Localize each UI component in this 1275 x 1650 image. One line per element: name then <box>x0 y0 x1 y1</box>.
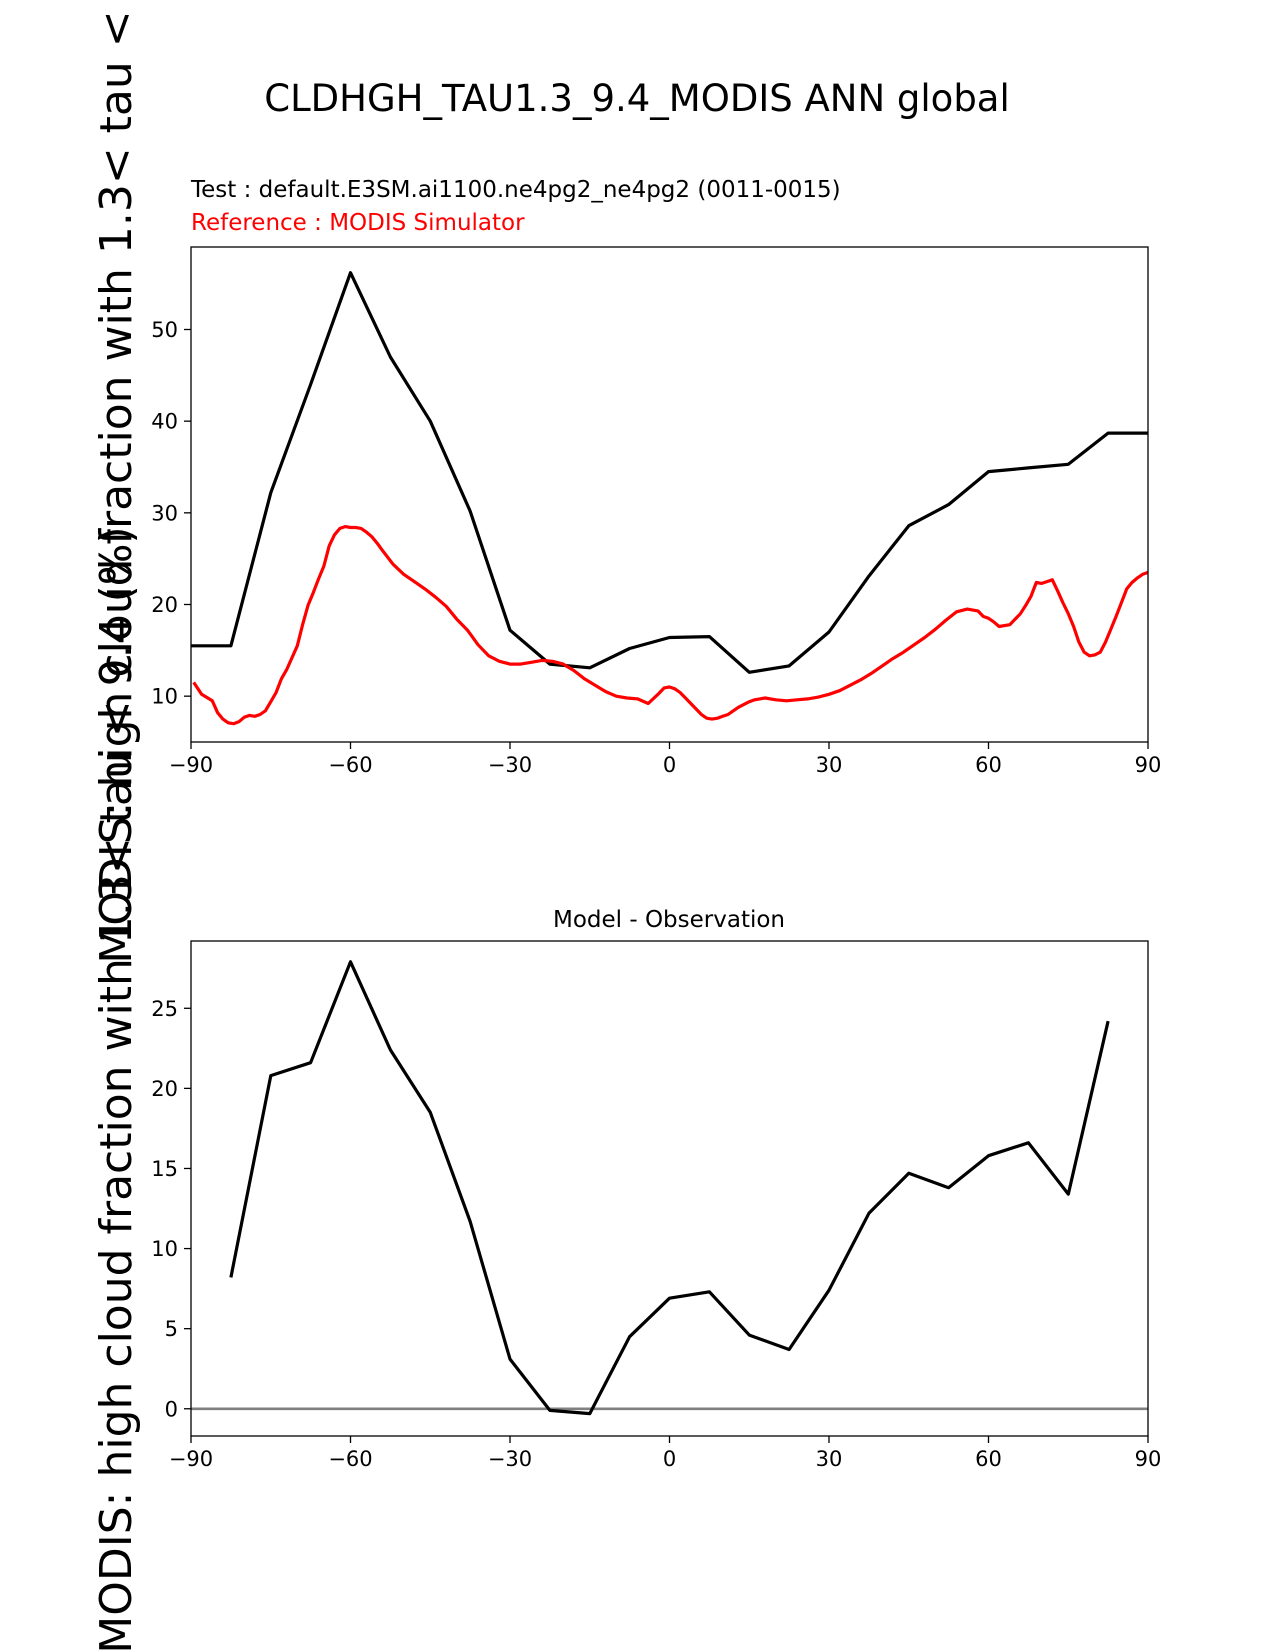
top-panel-xtick-label: 90 <box>1135 753 1162 777</box>
bottom-panel-xtick-label: −60 <box>328 1447 372 1471</box>
bottom-panel-ytick-label: 15 <box>151 1157 178 1181</box>
test-label: Test : default.E3SM.ai1100.ne4pg2_ne4pg2… <box>190 177 841 203</box>
top-panel-ytick-label: 20 <box>151 593 178 617</box>
top-panel-xtick-label: −90 <box>169 753 213 777</box>
top-panel-xtick-label: 30 <box>816 753 843 777</box>
bottom-panel: −90 −60 −30 0 30 60 90 0 5 10 15 20 25 <box>151 940 1161 1471</box>
bottom-panel-ytick-label: 5 <box>165 1317 178 1341</box>
top-panel-xtick-label: 60 <box>975 753 1002 777</box>
top-panel-ytick-label: 10 <box>151 685 178 709</box>
bottom-panel-xtick-label: −90 <box>169 1447 213 1471</box>
bottom-panel-xtick-label: 60 <box>975 1447 1002 1471</box>
top-panel-ytick-label: 40 <box>151 410 178 434</box>
top-panel-xtick-label: −30 <box>488 753 532 777</box>
bottom-panel-ytick-label: 0 <box>165 1397 178 1421</box>
bottom-panel-series-line-0 <box>229 960 1110 1416</box>
top-panel-xtick-label: −60 <box>328 753 372 777</box>
bottom-panel-ytick-label: 20 <box>151 1077 178 1101</box>
bottom-panel-ticks: −90 −60 −30 0 30 60 90 0 5 10 15 20 25 <box>151 997 1161 1471</box>
top-panel-series <box>191 271 1149 726</box>
bottom-panel-xtick-label: −30 <box>488 1447 532 1471</box>
top-panel-ylabel: MODIS: high cloud fraction with 1.3< tau… <box>91 0 142 964</box>
bottom-panel-xtick-label: 90 <box>1135 1447 1162 1471</box>
bottom-panel-xtick-label: 30 <box>816 1447 843 1471</box>
top-panel-series-line-1 <box>192 524 1149 726</box>
bottom-panel-series <box>191 960 1148 1416</box>
top-panel-series-line-0 <box>191 271 1148 674</box>
top-panel-ticks: −90 −60 −30 0 30 60 90 10 20 30 40 50 <box>151 318 1161 777</box>
bottom-panel-ytick-label: 25 <box>151 997 178 1021</box>
bottom-panel-ytick-label: 10 <box>151 1237 178 1261</box>
bottom-panel-frame <box>190 940 1149 1437</box>
top-panel: −90 −60 −30 0 30 60 90 10 20 30 40 50 <box>151 246 1161 777</box>
reference-label: Reference : MODIS Simulator <box>191 210 525 236</box>
top-panel-xtick-label: 0 <box>663 753 676 777</box>
top-panel-ytick-label: 50 <box>151 318 178 342</box>
figure-title: CLDHGH_TAU1.3_9.4_MODIS ANN global <box>264 77 1010 120</box>
top-panel-ytick-label: 30 <box>151 501 178 525</box>
bottom-panel-title: Model - Observation <box>553 907 785 933</box>
bottom-panel-xtick-label: 0 <box>663 1447 676 1471</box>
bottom-panel-ylabel: MODIS: high cloud fraction with 1.3< tau… <box>91 526 142 1650</box>
